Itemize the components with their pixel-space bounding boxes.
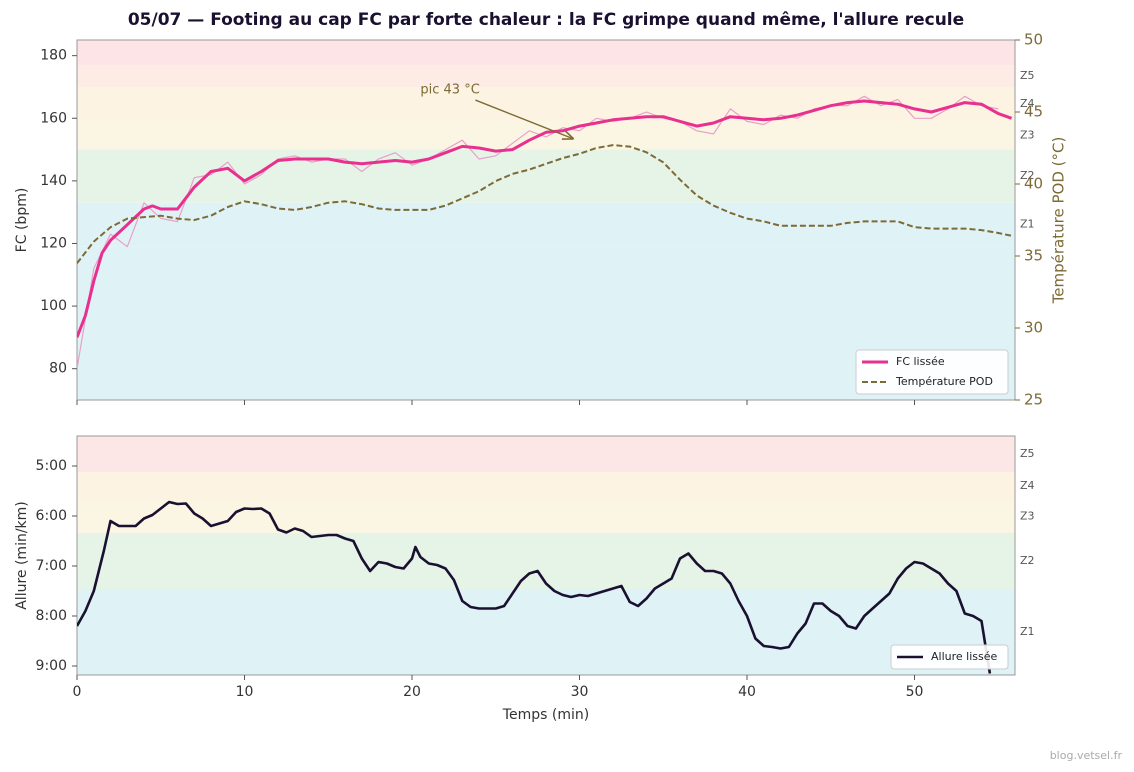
zone-band: [77, 500, 1015, 533]
legend-box: [855, 349, 1009, 395]
x-tick-label: 40: [738, 684, 756, 700]
y-tick-label: 100: [40, 298, 67, 314]
series-line: [77, 99, 1013, 338]
legend-label: FC lissée: [896, 355, 945, 368]
y-tick-label: 6:00: [36, 508, 67, 524]
y2-axis-label: Température POD (°C): [1050, 137, 1068, 305]
zone-label: Z4: [1020, 97, 1035, 110]
y-tick-label: 160: [40, 110, 67, 126]
zone-label: Z2: [1020, 169, 1035, 182]
zone-label: Z1: [1020, 218, 1035, 231]
zone-label: Z3: [1020, 510, 1035, 523]
y2-tick-label: 35: [1024, 247, 1043, 265]
y2-tick-label: 30: [1024, 319, 1043, 337]
y2-tick-label: 40: [1024, 175, 1043, 193]
zone-band: [77, 40, 1015, 66]
zone-band: [77, 121, 1015, 150]
zone-band: [77, 149, 1015, 203]
zone-label: Z2: [1020, 554, 1035, 567]
y-tick-label: 8:00: [36, 608, 67, 624]
y-tick-label: 5:00: [36, 458, 67, 474]
source: blog.vetsel.fr: [1050, 749, 1123, 762]
x-tick-label: 0: [73, 684, 82, 700]
legend-label: Température POD: [895, 375, 993, 388]
y-axis-label: Allure (min/km): [14, 501, 30, 610]
annotation-arrow: [475, 99, 572, 139]
chart-title: 05/07 — Footing au cap FC par forte chal…: [128, 10, 964, 30]
series-line: [77, 95, 999, 369]
legend-label: Allure lissée: [931, 650, 997, 663]
zone-band: [77, 589, 1015, 675]
annotation-text: pic 43 °C: [420, 83, 479, 98]
zone-band: [77, 436, 1015, 472]
zone-label: Z5: [1020, 69, 1035, 82]
y-tick-label: 80: [49, 361, 67, 377]
zone-band: [77, 533, 1015, 589]
y2-tick-label: 25: [1024, 391, 1043, 409]
zone-band: [77, 472, 1015, 500]
axes-frame: [76, 435, 1016, 676]
y-tick-label: 120: [40, 235, 67, 251]
zone-label: Z4: [1020, 479, 1035, 492]
zone-band: [77, 202, 1015, 247]
y2-tick-label: 45: [1024, 103, 1043, 121]
y-tick-label: 180: [40, 48, 67, 64]
y2-tick-label: 50: [1024, 31, 1043, 49]
zone-band: [77, 86, 1015, 122]
series-line: [77, 500, 992, 674]
y-tick-label: 7:00: [36, 558, 67, 574]
zone-label: Z3: [1020, 128, 1035, 141]
y-tick-label: 9:00: [36, 658, 67, 674]
zone-label: Z5: [1020, 447, 1035, 460]
x-tick-label: 30: [571, 684, 589, 700]
plot-area: [77, 500, 992, 674]
axes-frame: [76, 39, 1016, 401]
y-axis-label: FC (bpm): [14, 188, 30, 253]
zone-band: [77, 65, 1015, 87]
y-tick-label: 140: [40, 173, 67, 189]
x-axis-label: Temps (min): [502, 707, 589, 723]
zone-label: Z1: [1020, 625, 1035, 638]
x-tick-label: 50: [906, 684, 924, 700]
series-line: [77, 144, 1012, 264]
x-tick-label: 20: [403, 684, 421, 700]
plot-area: [77, 95, 1013, 369]
legend-box: [890, 644, 1009, 670]
x-tick-label: 10: [236, 684, 254, 700]
